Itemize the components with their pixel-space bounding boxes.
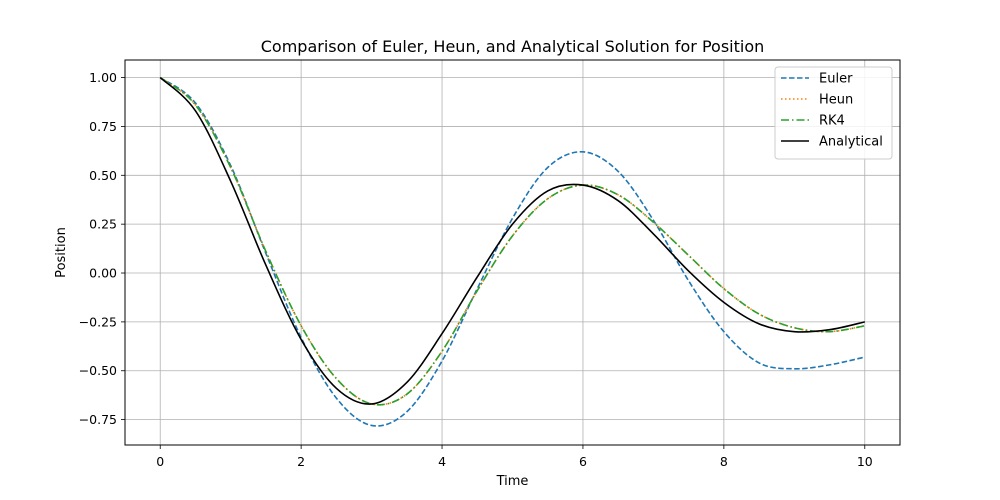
- x-axis-label: Time: [496, 474, 529, 489]
- x-tick-label: 2: [297, 454, 305, 469]
- y-axis-label: Position: [54, 227, 69, 278]
- chart-title: Comparison of Euler, Heun, and Analytica…: [261, 37, 765, 56]
- y-tick-label: 0.50: [89, 168, 117, 183]
- x-tick-label: 0: [156, 454, 164, 469]
- plot-frame: [124, 59, 901, 446]
- legend-label-euler: Euler: [819, 72, 853, 87]
- y-tick-label: 0.00: [89, 266, 117, 281]
- y-tick-label: 0.25: [89, 217, 117, 232]
- axis-ticks: 0 2 4 6 8 10 1.00 0.75 0.50 0.25 0.00 −0.25 −0.50 −0.…: [79, 70, 873, 469]
- y-tick-label: −0.25: [79, 314, 117, 329]
- x-tick-label: 8: [720, 454, 728, 469]
- series-line-rk4: [159, 76, 865, 406]
- legend-label-rk4: RK4: [819, 114, 845, 129]
- legend-label-heun: Heun: [819, 93, 853, 108]
- legend: Euler Heun RK4 Analytical: [774, 66, 893, 160]
- legend-label-analytical: Analytical: [819, 135, 883, 150]
- legend-box: [774, 66, 893, 160]
- y-tick-label: −0.50: [79, 363, 117, 378]
- y-tick-label: 0.75: [89, 119, 117, 134]
- series-line-analytical: [159, 76, 865, 405]
- y-tick-label: −0.75: [79, 412, 117, 427]
- series-lines: [159, 76, 865, 427]
- x-tick-label: 6: [579, 454, 587, 469]
- x-tick-label: 4: [438, 454, 446, 469]
- x-tick-label: 10: [857, 454, 873, 469]
- y-tick-label: 1.00: [89, 70, 117, 85]
